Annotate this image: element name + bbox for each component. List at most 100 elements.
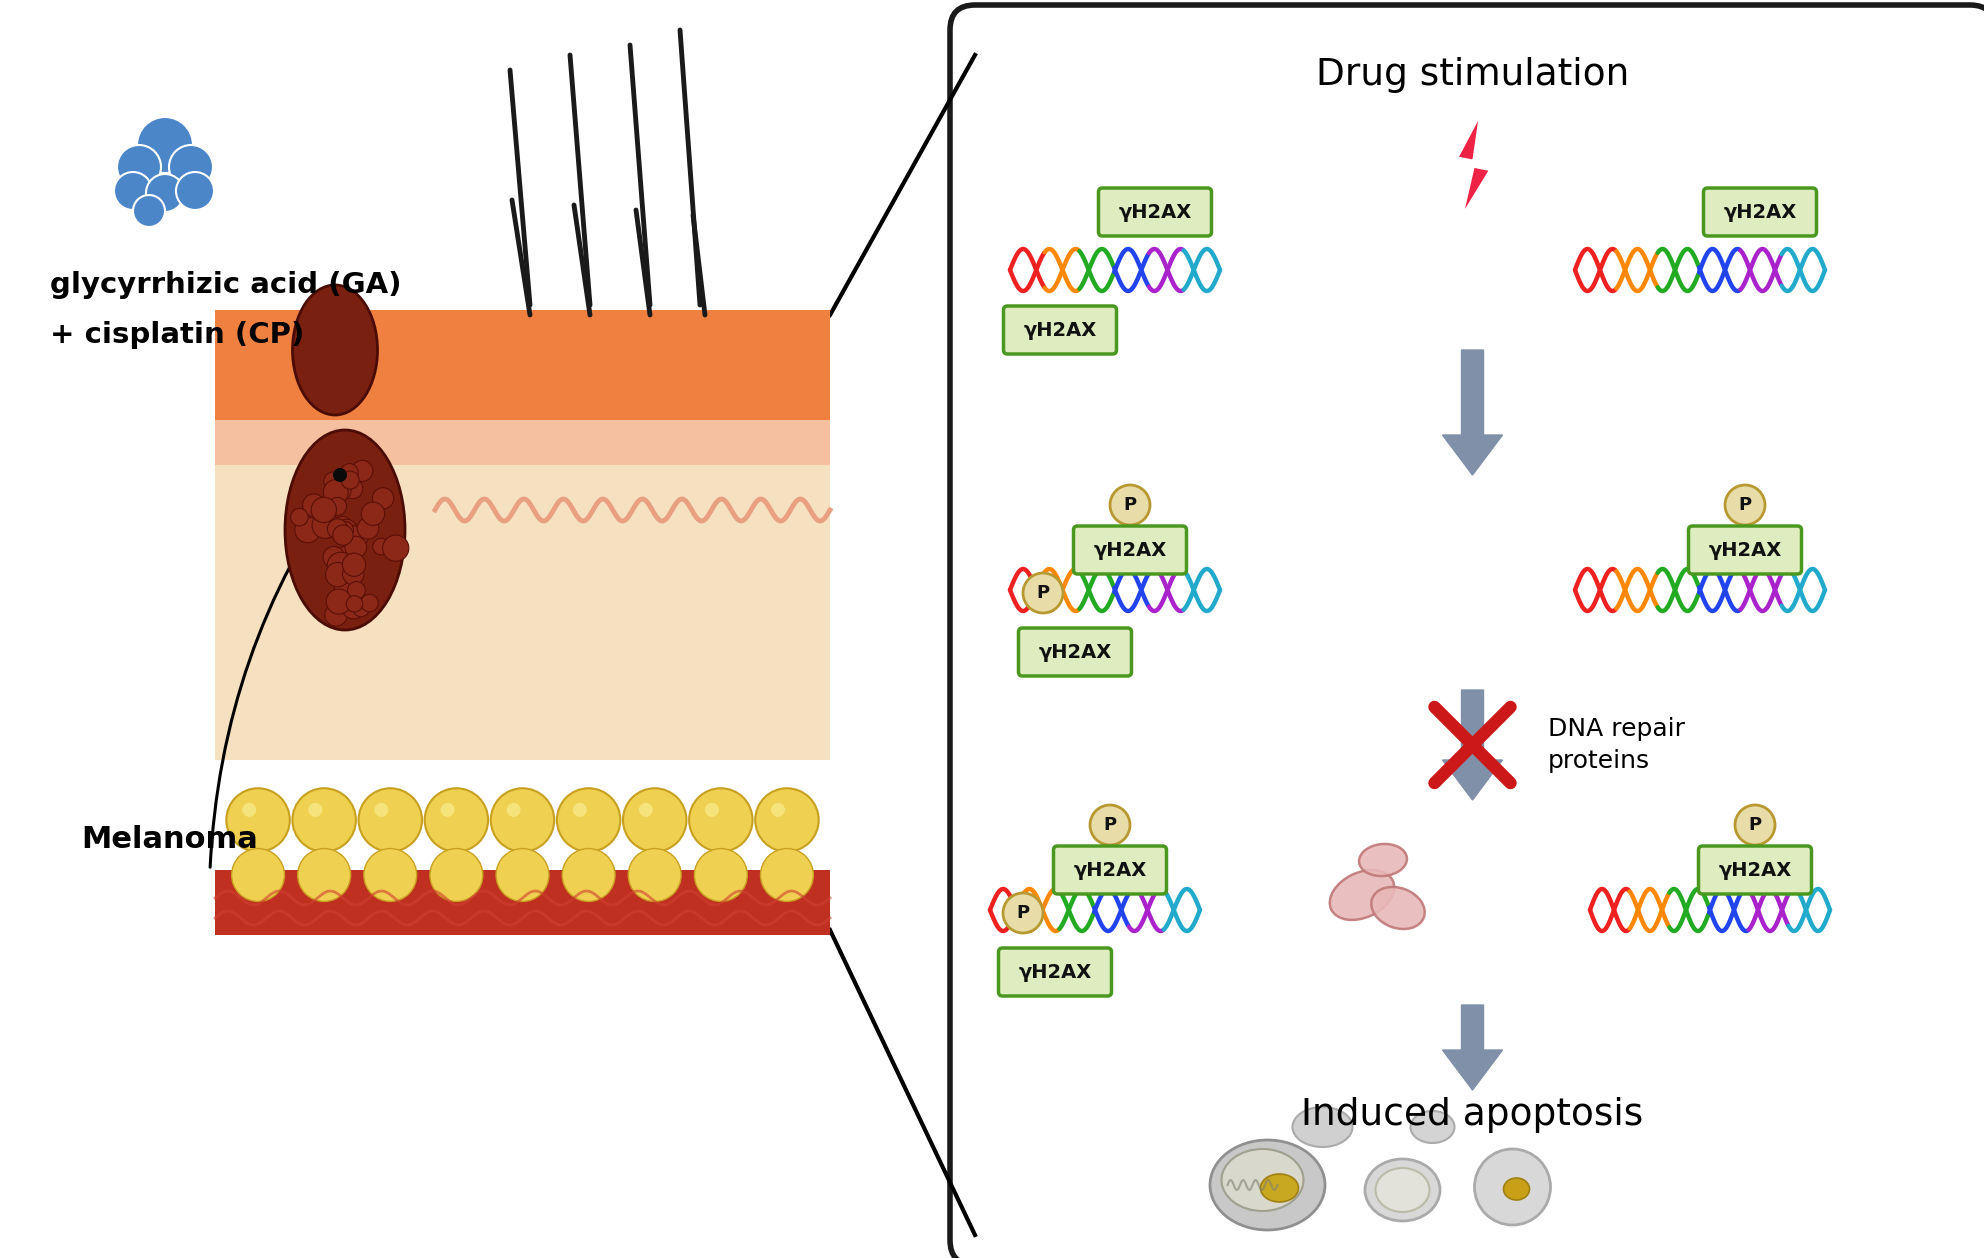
Circle shape bbox=[425, 789, 488, 852]
Circle shape bbox=[323, 479, 349, 504]
Circle shape bbox=[357, 517, 379, 540]
Circle shape bbox=[325, 589, 351, 614]
Ellipse shape bbox=[1371, 887, 1425, 928]
Circle shape bbox=[137, 117, 192, 174]
Text: DNA repair
proteins: DNA repair proteins bbox=[1548, 717, 1684, 772]
Text: P: P bbox=[1036, 584, 1050, 603]
Text: P: P bbox=[1103, 816, 1117, 834]
Circle shape bbox=[347, 596, 363, 613]
Text: γH2AX: γH2AX bbox=[1018, 962, 1091, 981]
Circle shape bbox=[117, 145, 161, 189]
Circle shape bbox=[333, 579, 355, 600]
Ellipse shape bbox=[1411, 1111, 1454, 1144]
Circle shape bbox=[629, 849, 681, 902]
Ellipse shape bbox=[1329, 871, 1395, 920]
FancyBboxPatch shape bbox=[1054, 845, 1167, 894]
Ellipse shape bbox=[1375, 1167, 1430, 1211]
Circle shape bbox=[558, 789, 621, 852]
Text: γH2AX: γH2AX bbox=[1093, 541, 1167, 560]
Circle shape bbox=[325, 604, 347, 626]
Circle shape bbox=[431, 849, 482, 902]
Text: Drug stimulation: Drug stimulation bbox=[1315, 57, 1629, 93]
Circle shape bbox=[298, 849, 351, 902]
Circle shape bbox=[311, 497, 337, 522]
Circle shape bbox=[383, 535, 409, 561]
Circle shape bbox=[373, 488, 393, 509]
Circle shape bbox=[333, 516, 351, 536]
Text: P: P bbox=[1748, 816, 1762, 834]
Circle shape bbox=[329, 497, 347, 516]
Circle shape bbox=[688, 789, 752, 852]
Circle shape bbox=[169, 145, 212, 189]
Circle shape bbox=[347, 581, 365, 599]
Text: + cisplatin (CP): + cisplatin (CP) bbox=[50, 321, 304, 348]
Circle shape bbox=[623, 789, 686, 852]
Circle shape bbox=[1024, 572, 1063, 613]
Circle shape bbox=[1109, 486, 1151, 525]
Circle shape bbox=[1474, 1149, 1551, 1225]
Circle shape bbox=[325, 562, 349, 586]
Circle shape bbox=[147, 174, 185, 213]
Text: γH2AX: γH2AX bbox=[1119, 203, 1192, 221]
FancyBboxPatch shape bbox=[1698, 845, 1811, 894]
Circle shape bbox=[113, 172, 153, 210]
Circle shape bbox=[704, 803, 718, 816]
Circle shape bbox=[327, 552, 353, 579]
Text: Melanoma: Melanoma bbox=[81, 825, 258, 854]
Circle shape bbox=[375, 803, 389, 816]
Text: γH2AX: γH2AX bbox=[1024, 321, 1097, 340]
FancyBboxPatch shape bbox=[1073, 526, 1186, 574]
Circle shape bbox=[311, 512, 337, 538]
Circle shape bbox=[339, 525, 363, 547]
Bar bbox=[214, 871, 829, 935]
Circle shape bbox=[341, 595, 365, 619]
FancyBboxPatch shape bbox=[1018, 628, 1131, 676]
Ellipse shape bbox=[1504, 1177, 1530, 1200]
Ellipse shape bbox=[1292, 1107, 1353, 1147]
Circle shape bbox=[573, 803, 587, 816]
FancyArrow shape bbox=[1442, 689, 1502, 800]
Circle shape bbox=[323, 546, 345, 567]
Text: γH2AX: γH2AX bbox=[1708, 541, 1782, 560]
Ellipse shape bbox=[1260, 1174, 1298, 1201]
Circle shape bbox=[232, 849, 284, 902]
Circle shape bbox=[1734, 805, 1776, 845]
Text: γH2AX: γH2AX bbox=[1718, 860, 1792, 879]
Text: γH2AX: γH2AX bbox=[1073, 860, 1147, 879]
Circle shape bbox=[337, 521, 353, 538]
Circle shape bbox=[343, 554, 365, 576]
Circle shape bbox=[760, 849, 813, 902]
Circle shape bbox=[343, 478, 363, 498]
Circle shape bbox=[363, 849, 417, 902]
Circle shape bbox=[333, 468, 347, 482]
Circle shape bbox=[496, 849, 550, 902]
Circle shape bbox=[359, 789, 423, 852]
Circle shape bbox=[331, 481, 351, 501]
Polygon shape bbox=[1458, 114, 1490, 215]
Circle shape bbox=[756, 789, 819, 852]
Circle shape bbox=[323, 472, 343, 491]
Ellipse shape bbox=[1222, 1149, 1303, 1211]
Circle shape bbox=[343, 564, 363, 585]
Circle shape bbox=[177, 172, 214, 210]
Bar bbox=[214, 309, 829, 420]
Circle shape bbox=[1089, 805, 1131, 845]
Text: γH2AX: γH2AX bbox=[1724, 203, 1798, 221]
Circle shape bbox=[772, 803, 786, 816]
Circle shape bbox=[242, 803, 256, 816]
Circle shape bbox=[353, 600, 369, 616]
Ellipse shape bbox=[286, 430, 405, 630]
Circle shape bbox=[331, 521, 351, 540]
Ellipse shape bbox=[1365, 1159, 1440, 1222]
Text: P: P bbox=[1123, 496, 1137, 515]
Circle shape bbox=[327, 518, 347, 538]
Circle shape bbox=[341, 470, 359, 489]
Text: Induced apoptosis: Induced apoptosis bbox=[1302, 1097, 1643, 1133]
FancyBboxPatch shape bbox=[998, 949, 1111, 996]
Circle shape bbox=[361, 594, 379, 611]
Circle shape bbox=[296, 517, 321, 542]
FancyBboxPatch shape bbox=[1704, 187, 1817, 237]
Text: P: P bbox=[1016, 905, 1030, 922]
Circle shape bbox=[440, 803, 454, 816]
Circle shape bbox=[1724, 486, 1766, 525]
